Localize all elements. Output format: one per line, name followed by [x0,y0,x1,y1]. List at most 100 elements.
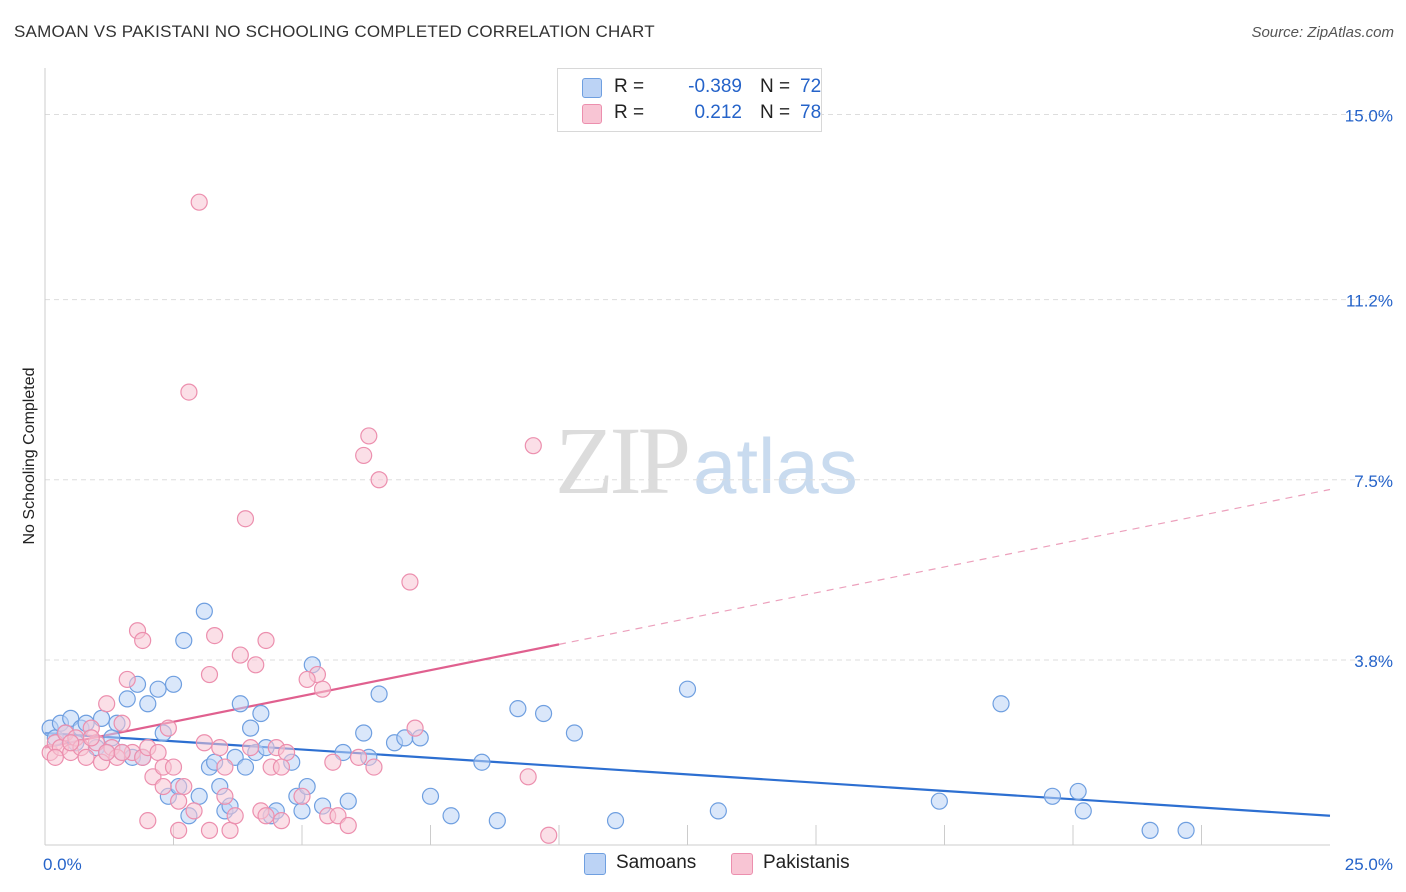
bottom-legend-swatch-pakistanis [731,853,753,875]
y-tick-label: 7.5% [1354,472,1393,491]
pakistani-point [77,748,95,766]
pakistani-point [406,719,424,737]
samoan-point [1069,782,1087,801]
legend-r-label: R = [614,76,645,97]
pakistani-point [226,807,244,825]
pakistani-point [62,734,80,752]
pakistani-point [272,758,291,776]
pakistani-point [277,743,296,762]
source-credit: Source: ZipAtlas.com [1251,24,1394,41]
samoan-point [473,753,491,771]
samoan-point [534,704,553,723]
legend-r-label: R = [614,102,645,123]
samoan-point [355,724,373,742]
watermark-atlas: atlas [693,422,858,510]
samoan-point [190,787,208,805]
samoan-point [442,807,460,825]
correlation-legend: R = -0.389 N = 72 R = 0.212 N = 78 [557,68,822,132]
legend-n-value: 72 [800,76,822,97]
pakistani-point [98,695,116,713]
y-tick-label: 15.0% [1345,107,1393,126]
samoan-point [709,802,727,820]
samoan-point [1043,787,1062,805]
legend-swatch-pakistanis [582,104,602,124]
samoan-point [1141,821,1159,839]
pakistani-point [211,739,229,757]
pakistani-point [159,719,177,737]
samoan-point [175,631,193,650]
pakistani-point [200,665,219,684]
pakistani-point [236,510,255,528]
pakistani-point [272,812,291,830]
pakistani-point [206,626,224,645]
pakistani-point [139,812,157,830]
pakistani-point [257,631,275,650]
pakistani-point [370,471,388,489]
samoan-point [195,602,213,620]
tick-labels: 3.8% 7.5% 11.2% 15.0% 0.0% 25.0% [43,107,1393,874]
samoan-point [139,695,157,713]
pakistani-point [180,383,198,401]
pakistanis-trend-line-dashed [558,488,1331,645]
watermark-zip: ZIP [555,407,691,514]
samoan-point [606,812,625,830]
x-tick-label-max: 25.0% [1345,855,1393,874]
samoan-point [252,704,270,723]
pakistani-point [349,748,368,766]
pakistani-point [216,787,234,805]
legend-n-value: 78 [800,102,822,123]
pakistanis-trend-line-solid [44,643,560,749]
samoan-point [293,802,311,820]
pakistani-point [524,437,542,455]
pakistani-point [298,670,316,689]
pakistani-point [170,792,188,810]
samoan-point [930,792,948,810]
pakistani-point [360,427,378,445]
axes [44,68,1330,846]
pakistani-point [216,758,234,776]
bottom-legend-swatch-samoans [584,853,606,875]
gridlines [45,114,1390,661]
pakistani-point [190,193,208,211]
pakistani-point [149,743,167,762]
samoan-point [1074,802,1092,820]
pakistani-point [242,739,260,757]
bottom-legend-label-samoans: Samoans [616,852,697,873]
samoan-point [236,758,255,776]
watermark: ZIPatlas [555,405,858,516]
y-tick-label: 3.8% [1354,652,1393,671]
bottom-legend-label-pakistanis: Pakistanis [763,852,850,873]
samoan-point [1177,821,1195,839]
samoan-point [565,724,584,742]
pakistani-point [365,758,383,776]
pakistani-point [247,656,265,674]
pakistani-point [195,734,213,752]
pakistani-point [46,748,64,766]
pakistani-point [185,802,203,820]
x-tick-label-min: 0.0% [43,855,82,874]
pakistani-point [118,670,136,689]
samoan-point [370,685,388,703]
legend-r-value: -0.389 [688,76,742,97]
pakistani-point [221,821,239,839]
samoan-point [118,690,136,708]
pakistani-point [154,777,172,796]
pakistani-point [401,573,419,591]
pakistani-point [134,631,152,650]
chart-title: SAMOAN VS PAKISTANI NO SCHOOLING COMPLET… [14,22,655,41]
pakistani-point [175,777,193,796]
pakistani-point [339,816,357,835]
pakistani-point [113,714,131,732]
pakistani-point [98,743,116,762]
samoan-point [421,787,440,805]
samoan-point [231,695,249,713]
pakistani-point [293,787,311,805]
samoan-point [164,675,183,693]
pakistanis-points [41,193,558,844]
pakistani-point [170,821,188,839]
y-tick-label: 11.2% [1346,292,1393,311]
samoan-point [149,680,167,698]
samoan-point [509,700,527,718]
pakistani-point [113,743,131,762]
legend-n-label: N = [760,76,791,97]
